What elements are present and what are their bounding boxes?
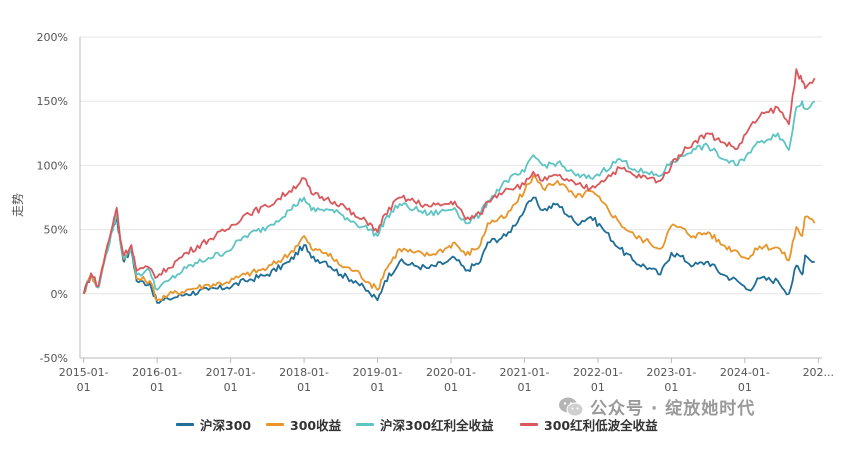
watermark: 公众号 · 绽放她时代 — [558, 394, 755, 419]
wechat-icon — [559, 397, 584, 416]
series-line-hs300_div — [82, 100, 816, 295]
watermark-text: 公众号 · 绽放她时代 — [590, 399, 756, 419]
x-tick-label: 2015-01- — [59, 366, 109, 379]
y-tick-label: 0% — [51, 288, 68, 301]
x-tick-label-line2: 01 — [738, 381, 752, 394]
series-line-hs300 — [82, 196, 815, 304]
x-tick-label: 2018-01- — [279, 366, 329, 379]
legend: 沪深300 300收益 沪深300红利全收益 300红利低波全收益 — [0, 412, 852, 436]
y-axis-label: 走势 — [11, 193, 25, 217]
legend-item-div-lowvol[interactable]: 300红利低波全收益 — [520, 412, 658, 436]
y-tick-label: 200% — [37, 31, 68, 44]
x-tick-label: 2020-01- — [426, 366, 476, 379]
x-tick-label-line2: 01 — [224, 381, 238, 394]
x-tick-label-line2: 01 — [150, 381, 164, 394]
x-tick-label: 2021-01- — [499, 366, 549, 379]
y-tick-label: -50% — [40, 352, 68, 365]
x-tick-label: 2016-01- — [132, 366, 182, 379]
series-line-div_lowvol — [82, 68, 816, 295]
legend-label-hs300-return: 300收益 — [290, 417, 342, 433]
x-tick-label: 2017-01- — [206, 366, 256, 379]
y-tick-label: 150% — [37, 95, 68, 108]
x-tick-label-line2: 01 — [664, 381, 678, 394]
legend-item-hs300-return[interactable]: 300收益 — [266, 412, 341, 436]
series-line-hs300_return — [82, 174, 816, 302]
legend-swatch-hs300 — [176, 422, 194, 426]
x-tick-label-line2: 01 — [591, 381, 605, 394]
x-tick-label: 2022-01- — [573, 366, 623, 379]
x-tick-label-line2: 01 — [517, 381, 531, 394]
legend-label-div-lowvol: 300红利低波全收益 — [544, 417, 658, 433]
x-tick-label-line2: 01 — [444, 381, 458, 394]
x-tick-label-line2: 01 — [77, 381, 91, 394]
grid-lines — [80, 36, 822, 359]
legend-swatch-div-lowvol — [520, 422, 538, 426]
legend-label-hs300-div: 沪深300红利全收益 — [380, 417, 494, 433]
y-tick-label: 50% — [44, 224, 68, 237]
x-tick-label-line2: 01 — [297, 381, 311, 394]
x-tick-label-line2: 01 — [371, 381, 385, 394]
legend-swatch-hs300-return — [266, 422, 284, 426]
y-axis: -50% 0% 50% 100% 150% 200% — [37, 31, 81, 365]
x-axis: 2015-01- 01 2016-01- 01 2017-01- 01 2018-01- 01… — [59, 357, 835, 394]
y-tick-label: 100% — [37, 159, 68, 172]
x-tick-label: 2024-01- — [720, 366, 770, 379]
legend-swatch-hs300-div — [356, 422, 374, 426]
legend-item-hs300[interactable]: 沪深300 — [176, 412, 251, 436]
legend-label-hs300: 沪深300 — [200, 417, 252, 433]
x-tick-label: 202... — [803, 366, 835, 379]
x-tick-label: 2023-01- — [646, 366, 696, 379]
legend-item-hs300-div[interactable]: 沪深300红利全收益 — [356, 412, 494, 436]
series-lines — [82, 68, 816, 304]
x-tick-label: 2019-01- — [353, 366, 403, 379]
